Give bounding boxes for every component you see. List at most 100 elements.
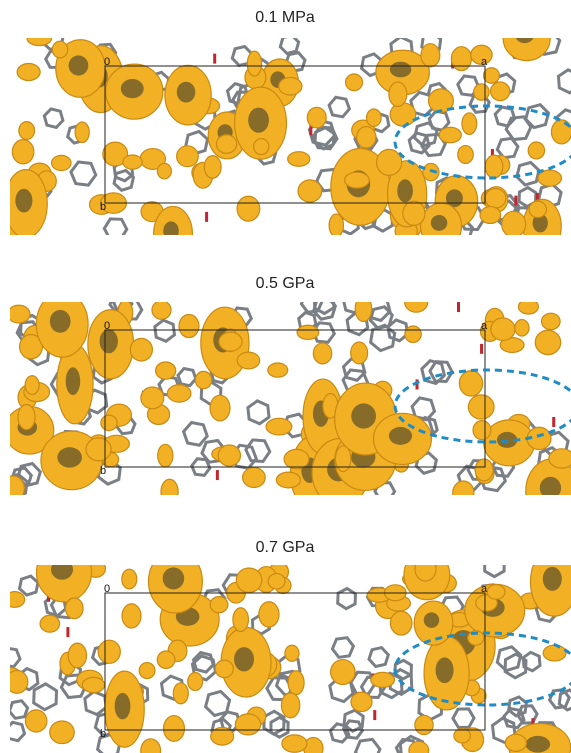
void-surface bbox=[484, 68, 500, 84]
void-surface bbox=[390, 611, 412, 635]
void-surface bbox=[279, 77, 302, 95]
void-surface bbox=[268, 574, 285, 589]
void-surface bbox=[345, 172, 370, 188]
void-surface bbox=[216, 135, 236, 154]
void-surface bbox=[491, 318, 515, 341]
void-surface bbox=[346, 74, 363, 91]
void-hole bbox=[515, 27, 534, 43]
void-surface bbox=[75, 122, 89, 143]
void-surface bbox=[298, 180, 322, 202]
void-hole bbox=[163, 567, 185, 589]
void-hole bbox=[390, 62, 411, 78]
void-surface bbox=[268, 363, 288, 377]
void-surface bbox=[480, 207, 501, 224]
oxygen-bond bbox=[480, 344, 483, 354]
void-hole bbox=[51, 559, 73, 580]
void-surface bbox=[25, 710, 47, 732]
void-surface bbox=[259, 602, 279, 627]
void-surface bbox=[173, 683, 188, 704]
void-surface bbox=[528, 142, 544, 159]
void-surface bbox=[243, 468, 266, 488]
void-surface bbox=[218, 445, 240, 466]
void-surface bbox=[177, 146, 199, 167]
oxygen-bond bbox=[213, 54, 216, 64]
void-surface bbox=[473, 421, 491, 440]
void-surface bbox=[254, 139, 269, 155]
origin-label: 0 bbox=[104, 56, 110, 68]
void-surface bbox=[82, 677, 104, 692]
void-surface bbox=[2, 476, 25, 501]
oxygen-bond bbox=[514, 196, 517, 206]
void-hole bbox=[50, 310, 71, 333]
oxygen-bond bbox=[373, 710, 376, 720]
void-surface bbox=[141, 387, 164, 409]
void-hole bbox=[543, 567, 562, 591]
figure: 0.1 MPa0ab0.5 GPa0ab0.7 GPa0ab bbox=[0, 0, 571, 753]
a-axis-label: a bbox=[481, 583, 488, 595]
void-surface bbox=[17, 64, 40, 81]
void-surface bbox=[233, 608, 249, 632]
void-surface bbox=[351, 692, 372, 711]
void-surface bbox=[164, 716, 185, 742]
void-surface bbox=[156, 362, 176, 379]
panel-title: 0.1 MPa bbox=[255, 9, 315, 26]
void-hole bbox=[351, 403, 376, 428]
void-surface bbox=[329, 214, 343, 237]
void-hole bbox=[389, 427, 412, 445]
void-surface bbox=[515, 320, 529, 337]
void-surface bbox=[307, 107, 326, 128]
void-hole bbox=[15, 189, 32, 213]
void-surface bbox=[297, 325, 319, 339]
void-hole bbox=[431, 215, 447, 231]
void-surface bbox=[549, 449, 571, 468]
void-surface bbox=[313, 343, 331, 364]
void-surface bbox=[237, 352, 259, 369]
void-hole bbox=[100, 329, 118, 353]
void-surface bbox=[541, 313, 560, 329]
b-axis-label: b bbox=[100, 728, 106, 740]
b-axis-label: b bbox=[100, 201, 106, 213]
void-surface bbox=[439, 127, 461, 142]
void-surface bbox=[285, 645, 299, 661]
void-surface bbox=[475, 459, 493, 481]
void-surface bbox=[98, 640, 120, 663]
void-surface bbox=[331, 660, 355, 685]
void-surface bbox=[5, 592, 25, 608]
origin-label: 0 bbox=[104, 583, 110, 595]
void-surface bbox=[101, 415, 117, 430]
void-surface bbox=[543, 645, 566, 661]
void-surface bbox=[518, 299, 538, 314]
void-surface bbox=[535, 330, 560, 354]
void-surface bbox=[485, 155, 503, 178]
void-surface bbox=[491, 82, 510, 101]
void-surface bbox=[405, 292, 428, 312]
void-surface bbox=[474, 84, 489, 100]
void-surface bbox=[351, 342, 368, 364]
void-surface bbox=[415, 557, 436, 581]
void-hole bbox=[234, 647, 254, 671]
void-hole bbox=[66, 367, 81, 395]
void-surface bbox=[403, 201, 425, 225]
void-surface bbox=[468, 395, 494, 419]
void-surface bbox=[161, 479, 178, 504]
void-surface bbox=[421, 44, 440, 67]
void-surface bbox=[284, 449, 309, 468]
void-surface bbox=[389, 82, 407, 106]
void-surface bbox=[130, 338, 152, 361]
oxygen-bond bbox=[552, 417, 555, 427]
void-hole bbox=[115, 693, 131, 720]
void-surface bbox=[210, 395, 230, 421]
void-surface bbox=[65, 598, 83, 619]
void-hole bbox=[163, 221, 179, 240]
void-surface bbox=[188, 672, 203, 690]
void-hole bbox=[57, 447, 82, 467]
void-surface bbox=[485, 188, 506, 208]
void-surface bbox=[235, 714, 260, 735]
void-surface bbox=[195, 371, 211, 388]
void-surface bbox=[123, 155, 142, 169]
void-surface bbox=[52, 155, 71, 170]
void-hole bbox=[177, 82, 196, 103]
void-surface bbox=[487, 585, 505, 600]
